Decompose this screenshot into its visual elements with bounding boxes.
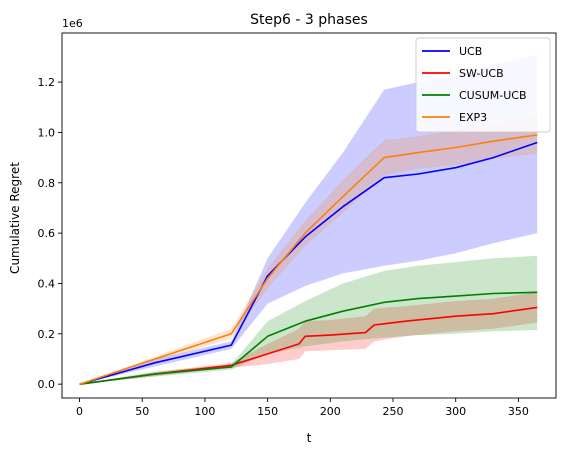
- y-offset-label: 1e6: [62, 17, 83, 30]
- series-line-ucb: [79, 141, 538, 385]
- y-tick-label: 0.6: [38, 227, 56, 240]
- legend-label-exp3: EXP3: [459, 111, 487, 124]
- y-tick-label: 1.0: [38, 126, 56, 139]
- series-line-sw-ucb: [79, 306, 538, 385]
- y-tick-label: 1.2: [38, 76, 56, 89]
- x-axis-label: t: [307, 431, 312, 445]
- x-tick-label: 0: [76, 405, 83, 418]
- x-tick-label: 100: [194, 405, 215, 418]
- legend-label-cusum-ucb: CUSUM-UCB: [459, 89, 527, 102]
- x-tick-label: 250: [383, 405, 404, 418]
- band-exp3: [79, 116, 538, 385]
- y-tick-label: 0.2: [38, 328, 56, 341]
- x-tick-label: 200: [320, 405, 341, 418]
- y-tick-label: 0.0: [38, 378, 56, 391]
- plot-frame: [61, 32, 557, 399]
- chart-title: Step6 - 3 phases: [250, 12, 368, 28]
- x-tick-label: 150: [257, 405, 278, 418]
- band-ucb: [79, 54, 538, 385]
- legend: UCB SW-UCB CUSUM-UCB EXP3: [415, 37, 551, 133]
- legend-label-ucb: UCB: [459, 45, 482, 58]
- y-axis-label: Cumulative Regret: [8, 162, 22, 274]
- legend-label-sw-ucb: SW-UCB: [459, 67, 504, 80]
- series-lines: [79, 134, 538, 385]
- x-tick-label: 350: [508, 405, 529, 418]
- axes: 0 50 100 150 200 250 300 350 0.0 0.2 0.4 0.6 0.8 1.0 1…: [38, 32, 557, 418]
- band-sw-ucb: [79, 292, 538, 385]
- y-tick-label: 0.8: [38, 177, 56, 190]
- x-tick-label: 300: [445, 405, 466, 418]
- legend-box: [415, 37, 551, 133]
- series-line-exp3: [79, 134, 538, 385]
- x-tick-label: 50: [135, 405, 149, 418]
- series-line-cusum-ucb: [79, 291, 538, 385]
- y-tick-label: 0.4: [38, 277, 56, 290]
